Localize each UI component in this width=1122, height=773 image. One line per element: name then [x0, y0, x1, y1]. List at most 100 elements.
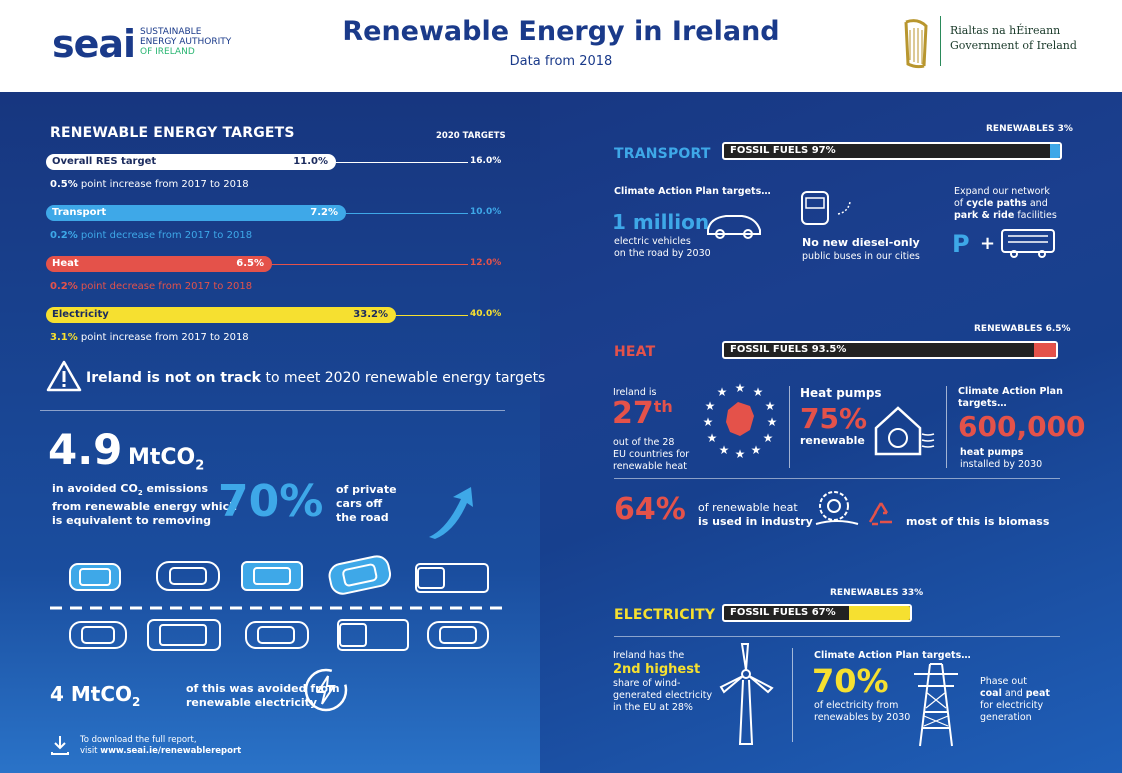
target-change-note: 0.5% point increase from 2017 to 2018	[50, 179, 249, 190]
coach-icon	[1001, 229, 1055, 258]
transport-renew-label: RENEWABLES 3%	[986, 124, 1073, 134]
cars-side-3: the road	[336, 511, 389, 524]
svg-text:★: ★	[719, 443, 730, 457]
car-icon	[156, 561, 220, 591]
svg-text:★: ★	[763, 431, 774, 445]
emissions-big: 4.9	[48, 425, 123, 474]
wind-line-3: share of wind-	[613, 678, 681, 689]
elec-desc-2: renewable electricity	[186, 696, 318, 709]
wind-line-2: 2nd highest	[613, 662, 701, 677]
cars-side-text: of private cars off the road	[336, 483, 397, 525]
heat-cap-big: 600,000	[958, 410, 1086, 443]
target-line	[272, 264, 468, 265]
heat-rank-desc-2: EU countries for	[613, 449, 690, 460]
elec-fuel-bar: FOSSIL FUELS 67%	[722, 604, 912, 622]
heat-cap-title: Climate Action Plan targets…	[958, 386, 1063, 410]
seai-logo[interactable]: seai	[52, 22, 136, 66]
heat-rank: 27th	[612, 396, 673, 431]
heat-renewables-fill	[1034, 343, 1056, 357]
network-text: Expand our network of cycle paths and pa…	[954, 186, 1057, 222]
phase-out-text: Phase out coal and peat for electricity …	[980, 676, 1050, 724]
download-visit: visit	[80, 746, 101, 756]
target-label: Heat	[52, 258, 79, 269]
download-icon[interactable]	[50, 734, 70, 756]
download-link[interactable]: www.seai.ie/renewablereport	[100, 746, 242, 756]
emissions-unit-text: MtCO	[128, 445, 196, 470]
target-2020-value: 10.0%	[470, 207, 502, 217]
ev-desc-1: electric vehicles	[614, 236, 691, 247]
heat-heading: HEAT	[614, 344, 656, 360]
pylon-icon	[914, 663, 958, 747]
target-label: Electricity	[52, 309, 109, 320]
target-bar: Heat 6.5%	[46, 256, 272, 272]
svg-text:★: ★	[753, 385, 764, 399]
elec-emissions-sub: 2	[132, 695, 141, 709]
network-cycle: cycle paths	[966, 198, 1027, 209]
elec-emissions-big: 4 MtCO	[50, 682, 133, 706]
wind-line-1: Ireland has the	[613, 650, 685, 661]
wind-text: Ireland has the 2nd highest share of win…	[613, 650, 712, 714]
warning-text: Ireland is not on track to meet 2020 ren…	[86, 370, 545, 386]
svg-text:★: ★	[717, 385, 728, 399]
svg-text:★: ★	[751, 443, 762, 457]
warning-bold: Ireland is not on track	[86, 370, 261, 386]
wind-turbine-icon	[719, 643, 774, 745]
emissions-unit-sub: 2	[195, 458, 205, 474]
target-change-text: point increase from 2017 to 2018	[77, 179, 249, 190]
phase-peat: peat	[1025, 688, 1050, 699]
target-value: 33.2%	[353, 309, 388, 320]
page-subtitle: Data from 2018	[509, 54, 613, 69]
target-2020-value: 16.0%	[470, 156, 502, 166]
heat-rank-desc-1: out of the 28	[613, 437, 675, 448]
cars-side-1: of private	[336, 483, 397, 496]
target-line	[396, 315, 468, 316]
target-bar: Electricity 33.2%	[46, 307, 396, 323]
industry-desc: of renewable heat is used in industry	[698, 501, 813, 529]
heat-cap-desc-2: installed by 2030	[960, 459, 1043, 470]
phase-line-1: Phase out	[980, 676, 1027, 687]
phase-and: and	[1001, 688, 1026, 699]
target-bar: Transport 7.2%	[46, 205, 346, 221]
elec-cap-desc: of electricity from renewables by 2030	[814, 700, 910, 724]
eu-map-icon: ★ ★★★★★ ★★★★★★	[703, 381, 778, 460]
ev-desc-2: on the road by 2030	[614, 248, 711, 259]
network-and: and	[1026, 198, 1048, 209]
emissions-desc-1-end: emissions	[142, 482, 209, 495]
target-label: Overall RES target	[52, 156, 157, 167]
target-value: 7.2%	[310, 207, 338, 218]
heat-renew-label: RENEWABLES 6.5%	[974, 324, 1071, 334]
target-change-value: 0.2%	[50, 230, 78, 241]
wind-line-4: generated electricity	[613, 690, 713, 701]
warning-rest: to meet 2020 renewable energy targets	[261, 370, 546, 386]
target-line	[336, 162, 468, 163]
seai-logo-text: SUSTAINABLE ENERGY AUTHORITY OF IRELAND	[140, 27, 231, 57]
transport-renewables-fill	[1049, 144, 1060, 158]
transport-fossil-label: FOSSIL FUELS 97%	[730, 145, 836, 156]
target-change-text: point decrease from 2017 to 2018	[77, 281, 253, 292]
network-line-1: Expand our network	[954, 186, 1050, 197]
biomass-text: most of this is biomass	[906, 515, 1050, 528]
elec-fossil-label: FOSSIL FUELS 67%	[730, 607, 836, 618]
elec-cap-pct: 70%	[812, 662, 889, 700]
bus-icon	[801, 191, 851, 225]
heat-divider-1	[789, 386, 790, 468]
heat-pump-icon	[874, 406, 935, 456]
car-icon	[337, 619, 409, 651]
warning-icon	[46, 360, 82, 392]
car-icon	[245, 621, 309, 649]
emissions-desc-3: is equivalent to removing	[52, 514, 212, 528]
car-icon	[328, 555, 392, 595]
sawblade-icon	[815, 491, 859, 525]
car-icon	[69, 621, 127, 649]
cars-pct: 70%	[218, 476, 324, 527]
target-change-text: point increase from 2017 to 2018	[77, 332, 249, 343]
cars-side-2: cars off	[336, 497, 383, 510]
target-change-text: point decrease from 2017 to 2018	[77, 230, 253, 241]
target-2020-value: 40.0%	[470, 309, 502, 319]
target-value: 11.0%	[293, 156, 328, 167]
svg-text:★: ★	[707, 431, 718, 445]
heat-rank-pre: Ireland is	[613, 387, 657, 398]
heat-fuel-bar: FOSSIL FUELS 93.5%	[722, 341, 1058, 359]
network-of: of	[954, 198, 967, 209]
logo-line-2: ENERGY AUTHORITY	[140, 37, 232, 47]
